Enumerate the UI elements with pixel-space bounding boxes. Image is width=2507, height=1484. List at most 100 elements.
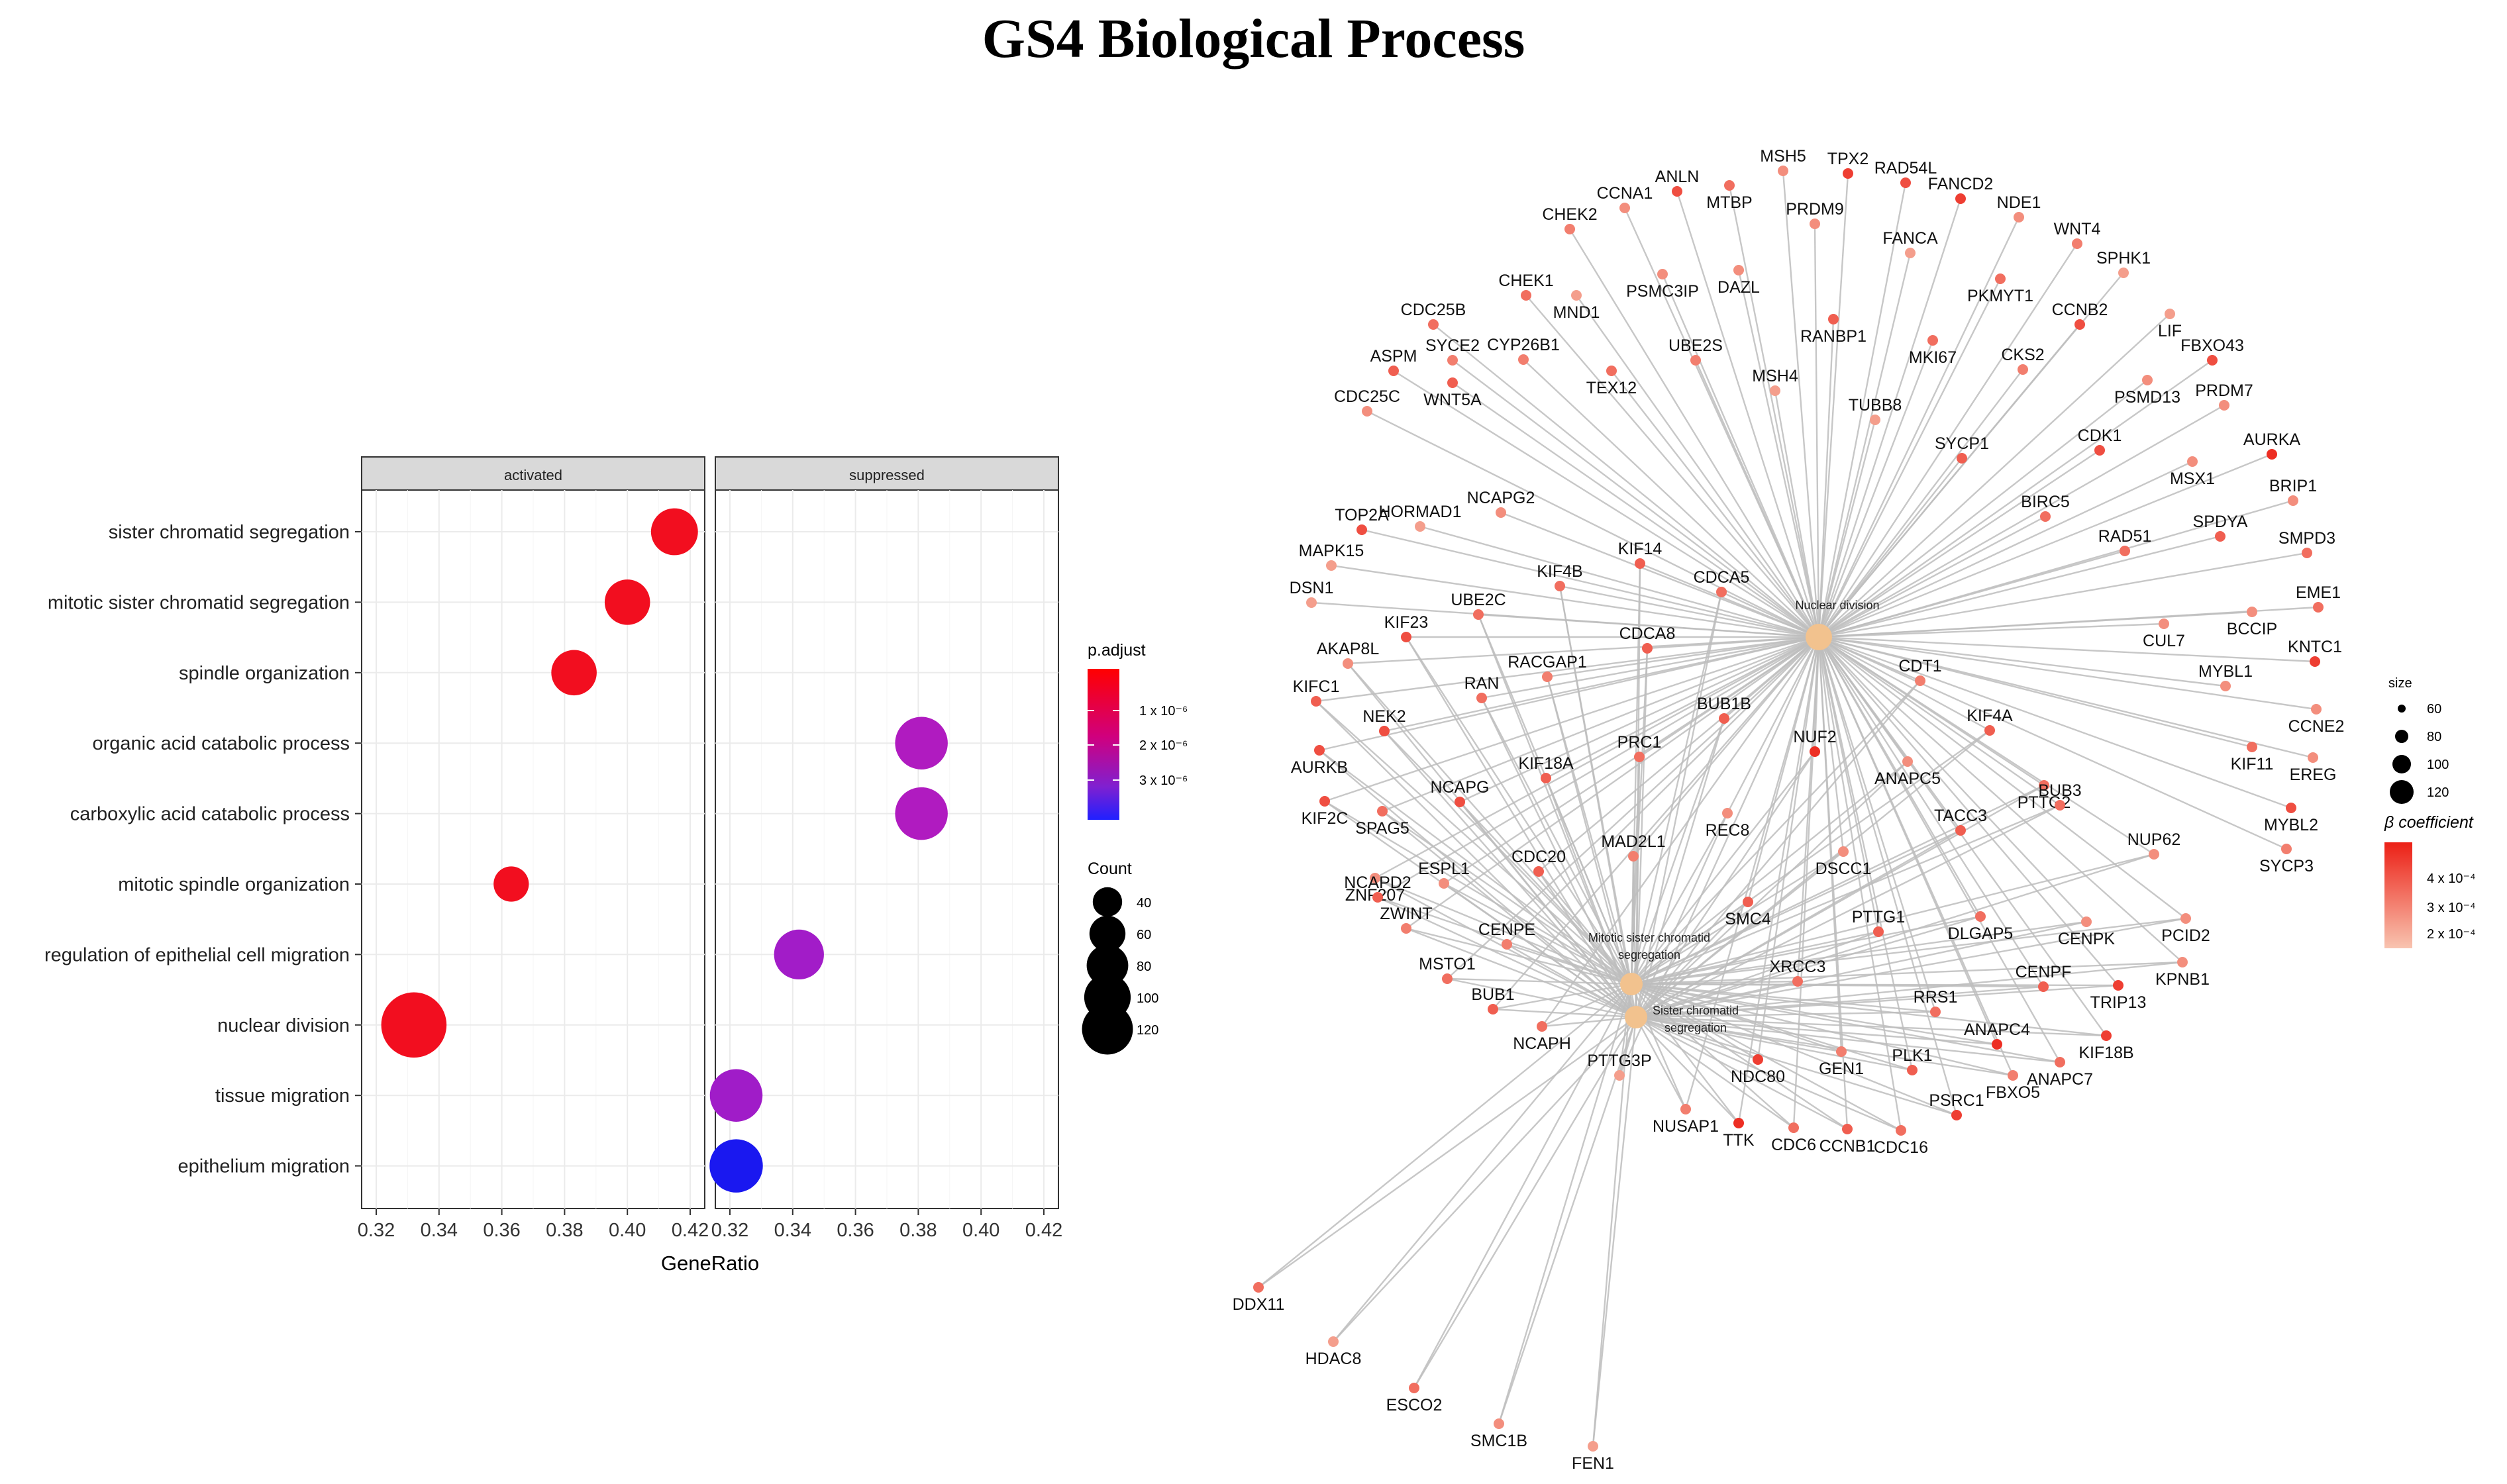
network-edge [1406,927,1632,985]
gene-label: MSH5 [1760,147,1806,166]
gene-label: DSCC1 [1816,860,1872,878]
network-edge [1818,636,2087,922]
gene-node [1657,269,1668,279]
y-tick-label: organic acid catabolic process [93,733,350,754]
gene-node [1907,1065,1918,1075]
network-edge [1324,800,1632,985]
gene-label: NCAPH [1513,1034,1571,1053]
network-edge [1818,535,2221,638]
data-point [709,1069,763,1122]
network-edge [1631,920,2087,985]
gene-label: HDAC8 [1305,1350,1362,1368]
network-edge [1258,1016,1637,1288]
network-edge [1814,223,1820,638]
hub-label: Mitotic sister chromatid segregation [1588,931,1710,962]
gene-label: FEN1 [1572,1454,1614,1473]
gene-node [1326,560,1337,571]
network-edge [1413,1016,1637,1389]
network-edge [1817,340,1934,638]
gene-label: SPHK1 [2096,249,2151,268]
gene-node [2281,844,2292,854]
size-legend-label: 120 [1137,1023,1158,1038]
gene-node [1788,1122,1799,1133]
gene-node [2074,319,2085,330]
network-edge [1500,511,1819,638]
facet-strip-bg [715,456,1059,491]
network-edge [1817,636,2061,1063]
data-point [604,579,650,625]
gene-node [2101,1030,2112,1041]
gene-label: NCAPG [1431,778,1490,797]
network-edge [1630,983,1687,1110]
network-edge [1817,636,1937,1013]
x-tick-label: 0.36 [483,1220,520,1241]
network-edge [1817,182,1907,638]
gene-node [1253,1282,1264,1293]
network-edge [1817,243,2078,638]
gene-node [1377,806,1388,816]
network-edge [1366,410,1819,638]
gene-label: SMPD3 [2278,529,2335,548]
network-edge [1481,636,1819,699]
gene-node [1314,745,1325,756]
data-point [493,866,529,902]
gene-node [1401,632,1411,642]
network-edge [1459,801,1637,1018]
gene-node [2165,309,2175,319]
gene-node [1619,203,1630,213]
size-legend-label: 40 [1137,896,1151,911]
gene-label: KIF4A [1967,707,2013,725]
gene-label: CCNB2 [2052,301,2108,319]
gene-node [1905,248,1916,258]
x-tick-label: 0.42 [672,1220,709,1241]
network-edge [1630,813,1729,985]
network-edge [1817,252,1912,638]
network-size-legend-label: 60 [2427,702,2441,717]
gene-node [1362,406,1372,417]
network-edge [1631,983,2014,1077]
gene-label: RACGAP1 [1508,653,1586,671]
gene-node [1311,696,1321,707]
gene-label: CYP26B1 [1487,336,1560,354]
gene-label: CDK1 [2078,426,2122,445]
gene-node [2149,849,2159,860]
y-tick-label: mitotic sister chromatid segregation [48,592,350,613]
gene-label: KIF14 [1618,540,1663,558]
gene-label: NCAPD2 [1344,873,1411,892]
network-edge [1405,636,1633,985]
network-edge [1413,983,1633,1389]
gene-label: RRS1 [1914,988,1958,1007]
gene-label: SPAG5 [1355,819,1409,838]
x-tick-label: 0.34 [421,1220,458,1241]
gene-node [1628,851,1639,862]
network-edge [1817,636,1902,1131]
gene-label: ANAPC4 [1964,1020,2030,1039]
gene-node [1447,377,1458,388]
network-edge [1635,853,2155,1018]
data-point [895,787,948,840]
network-edge [1817,419,1876,638]
network-edge [1419,525,1819,638]
gene-node [2267,449,2277,460]
network-edge [1393,370,1819,638]
network-edge [1817,278,2002,638]
gene-node [1319,796,1330,807]
hub-label-line: segregation [1618,948,1680,962]
gene-node [2310,656,2320,667]
size-legend-dot [1082,1003,1133,1055]
gene-label: MYBL2 [2264,816,2318,834]
network-edge [1639,562,1819,638]
gene-node [2094,445,2105,456]
gene-label: PRDM9 [1786,200,1844,219]
gene-label: RAN [1464,674,1500,693]
y-tick-label: mitotic spindle organization [118,874,350,895]
gene-node [1306,597,1317,608]
gene-label: BUB1 [1471,985,1514,1004]
gene-label: PSMC3IP [1626,282,1699,301]
gene-label: NEK2 [1362,707,1406,726]
gene-node [1428,319,1439,330]
gene-node [1642,643,1653,654]
gene-node [2247,607,2257,617]
gene-node [1401,923,1411,934]
